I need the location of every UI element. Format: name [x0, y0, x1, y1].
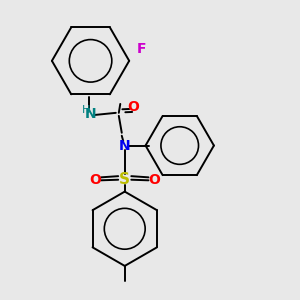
Text: H: H [82, 105, 90, 115]
Text: O: O [128, 100, 140, 114]
Text: O: O [148, 173, 160, 187]
Text: N: N [119, 139, 130, 152]
Text: F: F [136, 42, 146, 56]
Text: N: N [85, 107, 96, 121]
Text: S: S [119, 172, 130, 187]
Text: O: O [89, 173, 101, 187]
